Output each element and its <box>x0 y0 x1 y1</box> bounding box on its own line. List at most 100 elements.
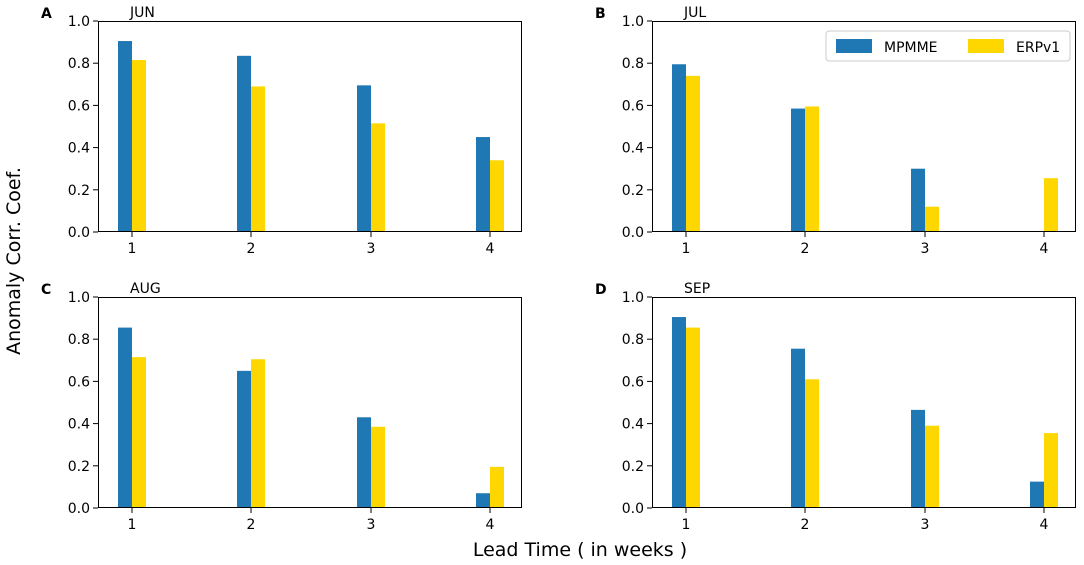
x-tick-label: 2 <box>247 241 256 257</box>
bar-erpv1-week-3 <box>925 425 939 508</box>
y-tick-label: 0.4 <box>622 417 644 433</box>
bar-erpv1-week-2 <box>805 379 819 508</box>
y-tick-label: 0.0 <box>68 225 90 241</box>
x-tick-label: 4 <box>486 241 495 257</box>
y-tick-label: 1.0 <box>68 290 90 306</box>
bar-erpv1-week-1 <box>686 75 700 232</box>
bar-erpv1-week-4 <box>490 466 504 508</box>
y-tick-label: 0.8 <box>68 332 90 348</box>
legend-label-erpv1: ERPv1 <box>1016 40 1060 56</box>
y-tick-label: 0.0 <box>622 501 644 517</box>
y-tick-label: 1.0 <box>622 14 644 30</box>
y-tick-label: 0.8 <box>622 332 644 348</box>
panel-title: AUG <box>130 281 161 297</box>
y-tick-label: 0.2 <box>68 459 90 475</box>
y-tick-label: 0.8 <box>68 56 90 72</box>
bar-mpmme-week-2 <box>237 55 251 232</box>
bar-erpv1-week-3 <box>925 206 939 232</box>
y-tick-label: 1.0 <box>68 14 90 30</box>
bar-erpv1-week-2 <box>805 106 819 232</box>
plot-area: 0.0 0.2 0.4 0.6 0.8 1.0 1 2 3 4 B JUL MPMME ERPv1 <box>595 5 1076 257</box>
x-tick-label: 3 <box>921 241 930 257</box>
panel-title: SEP <box>684 281 710 297</box>
panel-title: JUN <box>129 5 155 21</box>
bar-mpmme-week-4 <box>476 493 490 508</box>
x-tick-label: 1 <box>682 241 691 257</box>
x-tick-label: 2 <box>801 241 810 257</box>
panel-a: 0.0 0.2 0.4 0.6 0.8 1.0 1 2 3 4 A JUN <box>41 5 522 257</box>
y-tick-label: 0.2 <box>622 459 644 475</box>
bar-mpmme-week-3 <box>911 168 925 232</box>
legend-swatch-erpv1 <box>968 39 1004 53</box>
x-tick-label: 1 <box>128 241 137 257</box>
bar-erpv1-week-2 <box>251 86 265 232</box>
bar-erpv1-week-4 <box>1044 178 1058 232</box>
bar-mpmme-week-3 <box>911 409 925 508</box>
bar-erpv1-week-3 <box>371 123 385 232</box>
x-tick-label: 1 <box>682 517 691 533</box>
axes-frame <box>652 297 1076 508</box>
bar-erpv1-week-1 <box>686 327 700 508</box>
y-tick-label: 0.2 <box>622 183 644 199</box>
y-tick-label: 0.8 <box>622 56 644 72</box>
bar-erpv1-week-4 <box>1044 433 1058 508</box>
bar-mpmme-week-2 <box>791 108 805 232</box>
y-tick-label: 0.0 <box>68 501 90 517</box>
legend-label-mpmme: MPMME <box>884 40 938 56</box>
x-tick-label: 1 <box>128 517 137 533</box>
plot-area: 0.0 0.2 0.4 0.6 0.8 1.0 1 2 3 4 A JUN <box>41 5 522 257</box>
bar-erpv1-week-3 <box>371 426 385 508</box>
bar-erpv1-week-4 <box>490 160 504 232</box>
panel-d: 0.0 0.2 0.4 0.6 0.8 1.0 1 2 3 4 D SEP <box>595 281 1076 533</box>
y-tick-label: 0.6 <box>622 98 644 114</box>
y-tick-label: 0.4 <box>68 141 90 157</box>
panel-letter: C <box>41 282 51 298</box>
bar-mpmme-week-4 <box>1030 481 1044 508</box>
panel-b: 0.0 0.2 0.4 0.6 0.8 1.0 1 2 3 4 B JUL MPMME ERPv1 <box>595 5 1076 257</box>
y-tick-label: 1.0 <box>622 290 644 306</box>
y-tick-label: 0.2 <box>68 183 90 199</box>
x-tick-label: 3 <box>367 517 376 533</box>
x-tick-label: 2 <box>801 517 810 533</box>
panel-letter: A <box>41 6 52 22</box>
y-axis-label: Anomaly Corr. Coef. <box>3 167 25 355</box>
x-tick-label: 4 <box>486 517 495 533</box>
y-tick-label: 0.6 <box>622 374 644 390</box>
x-tick-label: 3 <box>367 241 376 257</box>
x-tick-label: 3 <box>921 517 930 533</box>
bar-mpmme-week-3 <box>357 417 371 508</box>
legend-swatch-mpmme <box>836 39 872 53</box>
axes-frame <box>98 21 522 232</box>
y-tick-label: 0.4 <box>622 141 644 157</box>
bar-mpmme-week-2 <box>237 370 251 508</box>
axes-frame <box>98 297 522 508</box>
bar-mpmme-week-3 <box>357 85 371 232</box>
y-tick-label: 0.6 <box>68 98 90 114</box>
panel-letter: B <box>595 6 606 22</box>
legend: MPMME ERPv1 <box>825 30 1071 62</box>
x-axis-label: Lead Time ( in weeks ) <box>472 539 688 561</box>
panel-letter: D <box>595 282 607 298</box>
x-tick-label: 2 <box>247 517 256 533</box>
panel-title: JUL <box>683 5 706 21</box>
bar-erpv1-week-1 <box>132 60 146 232</box>
bar-mpmme-week-1 <box>672 64 686 232</box>
legend-box <box>825 30 1071 62</box>
bar-mpmme-week-4 <box>476 137 490 232</box>
x-tick-label: 4 <box>1040 517 1049 533</box>
x-tick-label: 4 <box>1040 241 1049 257</box>
y-tick-label: 0.6 <box>68 374 90 390</box>
bar-mpmme-week-2 <box>791 348 805 508</box>
plot-area: 0.0 0.2 0.4 0.6 0.8 1.0 1 2 3 4 D SEP <box>595 281 1076 533</box>
bar-mpmme-week-1 <box>118 41 132 232</box>
bar-mpmme-week-1 <box>672 317 686 508</box>
panel-c: 0.0 0.2 0.4 0.6 0.8 1.0 1 2 3 4 C AUG <box>41 281 522 533</box>
bar-erpv1-week-1 <box>132 357 146 508</box>
y-tick-label: 0.4 <box>68 417 90 433</box>
bar-erpv1-week-2 <box>251 359 265 508</box>
axes-frame <box>652 21 1076 232</box>
plot-area: 0.0 0.2 0.4 0.6 0.8 1.0 1 2 3 4 C AUG <box>41 281 522 533</box>
bar-mpmme-week-1 <box>118 327 132 508</box>
y-tick-label: 0.0 <box>622 225 644 241</box>
